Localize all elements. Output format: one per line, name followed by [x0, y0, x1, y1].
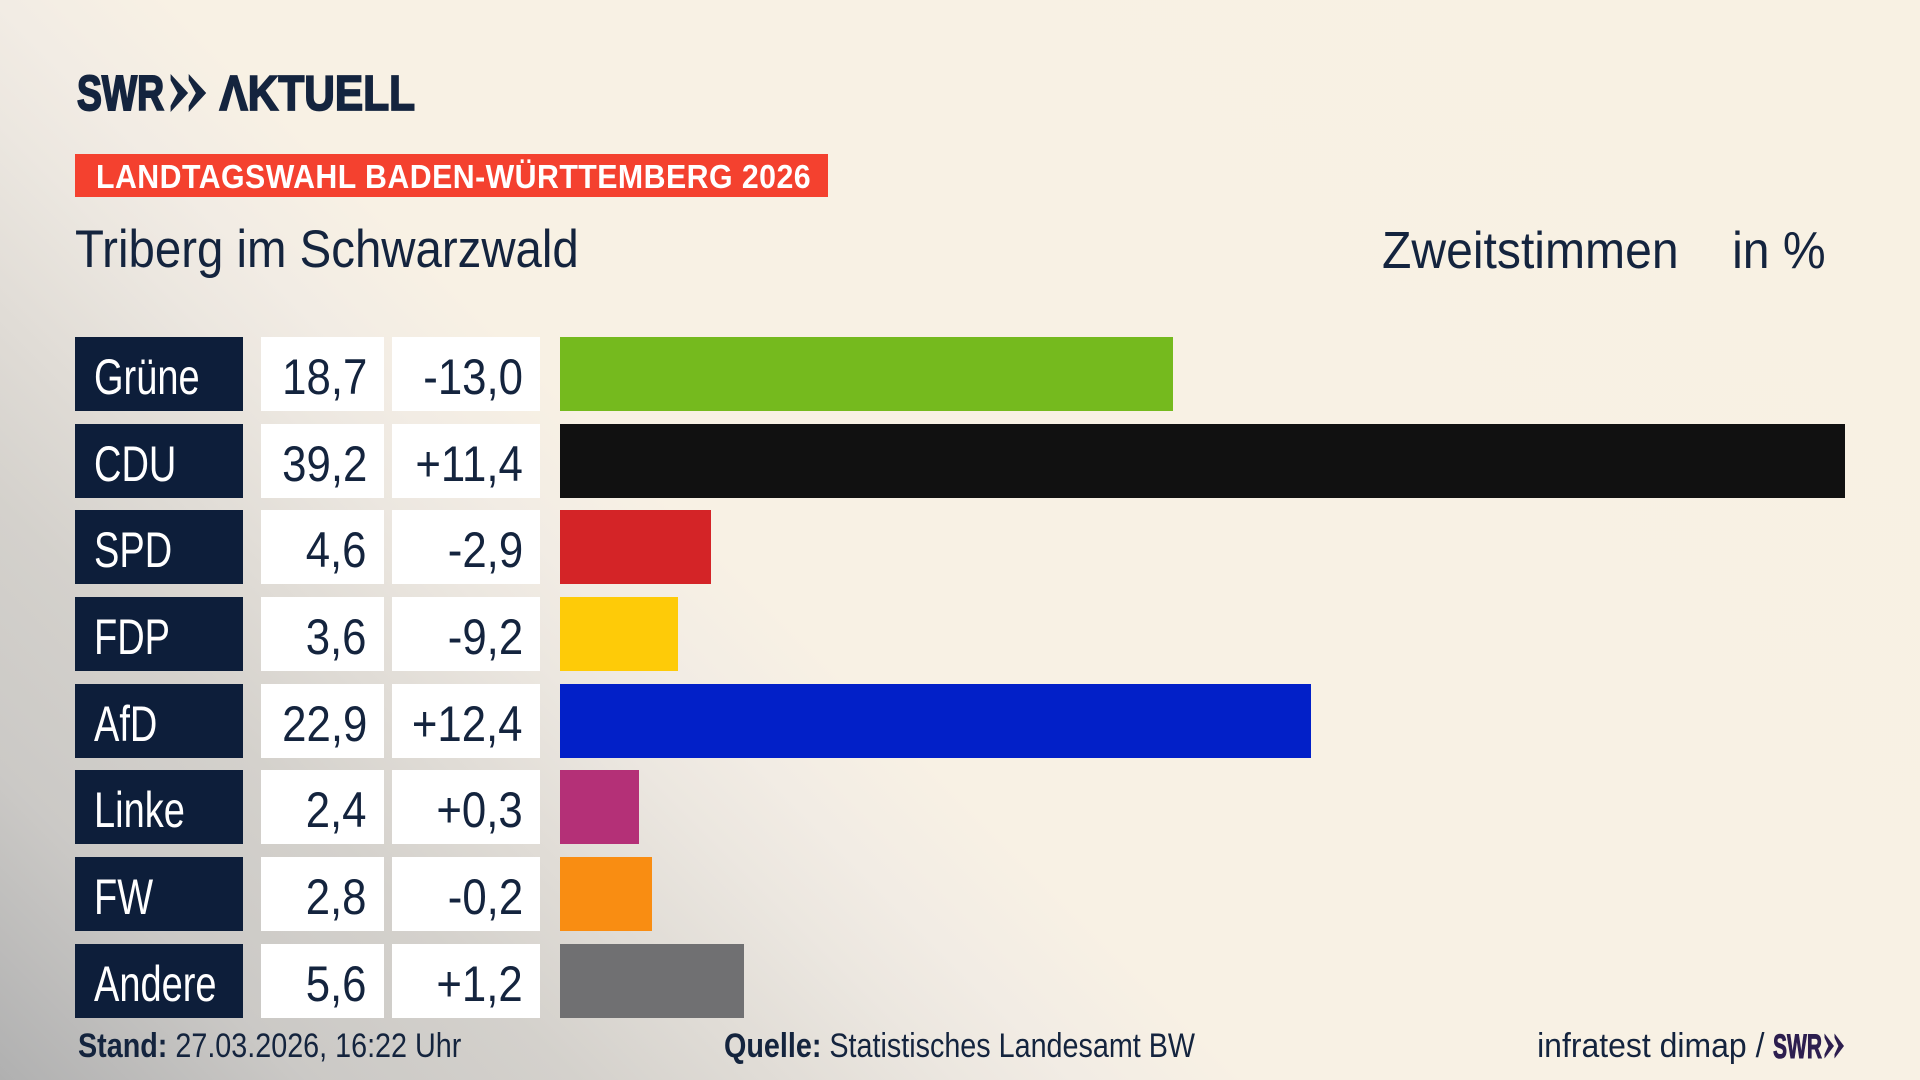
svg-text:ΛKTUELL: ΛKTUELL — [220, 73, 416, 113]
svg-text:SWR: SWR — [77, 73, 164, 113]
svg-text:SWR: SWR — [1773, 1033, 1822, 1060]
